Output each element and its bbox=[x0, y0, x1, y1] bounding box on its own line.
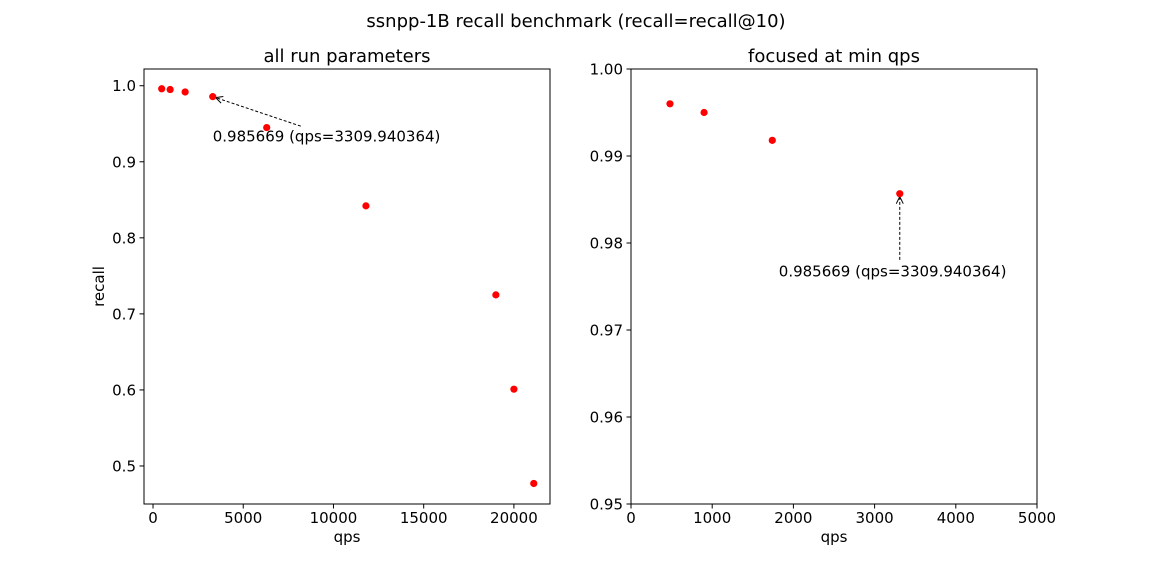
chart-1-axes-frame bbox=[143, 68, 551, 505]
chart-1-point-1 bbox=[166, 85, 174, 94]
chart-2-xtick-label-3: 3000 bbox=[856, 509, 894, 527]
figure-suptitle: ssnpp-1B recall benchmark (recall=recall… bbox=[366, 11, 785, 32]
chart-2-axes-frame bbox=[630, 68, 1038, 505]
chart-1-point-2 bbox=[181, 88, 189, 96]
chart-2-ytick-label-0: 0.95 bbox=[590, 496, 623, 514]
chart-1: all run parameters 0 5000 10000 15000 20000 0.… bbox=[90, 46, 551, 546]
chart-1-ytick-label-1: 0.6 bbox=[112, 381, 136, 399]
chart-1-annotation-text: 0.985669 (qps=3309.940364) bbox=[213, 128, 441, 146]
chart-2-title: focused at min qps bbox=[748, 46, 920, 67]
chart-2-point-1 bbox=[700, 108, 708, 117]
chart-1-point-0 bbox=[158, 85, 166, 93]
chart-1-point-8 bbox=[530, 479, 538, 488]
chart-2-point-0 bbox=[666, 100, 674, 108]
chart-1-point-7 bbox=[510, 385, 518, 393]
chart-2-xtick-label-2: 2000 bbox=[774, 509, 812, 527]
chart-2-xtick-label-0: 0 bbox=[626, 509, 636, 527]
chart-1-ytick-label-0: 0.5 bbox=[112, 457, 136, 475]
chart-2-xlabel: qps bbox=[821, 528, 848, 546]
chart-1-xtick-label-0: 0 bbox=[148, 509, 158, 527]
chart-2-ytick-label-4: 0.99 bbox=[590, 148, 623, 166]
chart-1-annotation-arrow bbox=[215, 97, 301, 127]
chart-2-annotation-text: 0.985669 (qps=3309.940364) bbox=[779, 262, 1007, 280]
chart-1-xtick-label-2: 10000 bbox=[310, 509, 358, 527]
chart-1-ytick-label-2: 0.7 bbox=[112, 305, 136, 323]
chart-1-xlabel: qps bbox=[334, 528, 361, 546]
chart-2: focused at min qps 0 1000 2000 3000 4000 5000 0… bbox=[590, 46, 1057, 546]
chart-2-point-3 bbox=[896, 190, 904, 198]
chart-2-point-2 bbox=[768, 136, 776, 144]
chart-1-point-4 bbox=[263, 123, 271, 132]
chart-2-ytick-label-2: 0.97 bbox=[590, 322, 623, 340]
chart-1-ytick-label-5: 1.0 bbox=[112, 77, 136, 95]
chart-2-xtick-label-4: 4000 bbox=[937, 509, 975, 527]
chart-1-point-6 bbox=[492, 291, 500, 299]
chart-1-ytick-label-4: 0.9 bbox=[112, 153, 136, 171]
chart-1-ylabel: recall bbox=[90, 266, 108, 307]
chart-2-ytick-label-5: 1.00 bbox=[590, 61, 623, 79]
chart-2-ytick-label-1: 0.96 bbox=[590, 409, 623, 427]
chart-1-title: all run parameters bbox=[263, 46, 430, 67]
chart-1-xtick-label-3: 15000 bbox=[400, 509, 448, 527]
chart-1-ytick-label-3: 0.8 bbox=[112, 229, 136, 247]
chart-1-xtick-label-4: 20000 bbox=[490, 509, 538, 527]
chart-1-point-5 bbox=[362, 202, 370, 210]
chart-2-xtick-label-5: 5000 bbox=[1018, 509, 1056, 527]
chart-1-xtick-label-1: 5000 bbox=[224, 509, 262, 527]
chart-2-xtick-label-1: 1000 bbox=[693, 509, 731, 527]
chart-2-ytick-label-3: 0.98 bbox=[590, 235, 623, 253]
chart-1-point-3 bbox=[209, 93, 217, 101]
